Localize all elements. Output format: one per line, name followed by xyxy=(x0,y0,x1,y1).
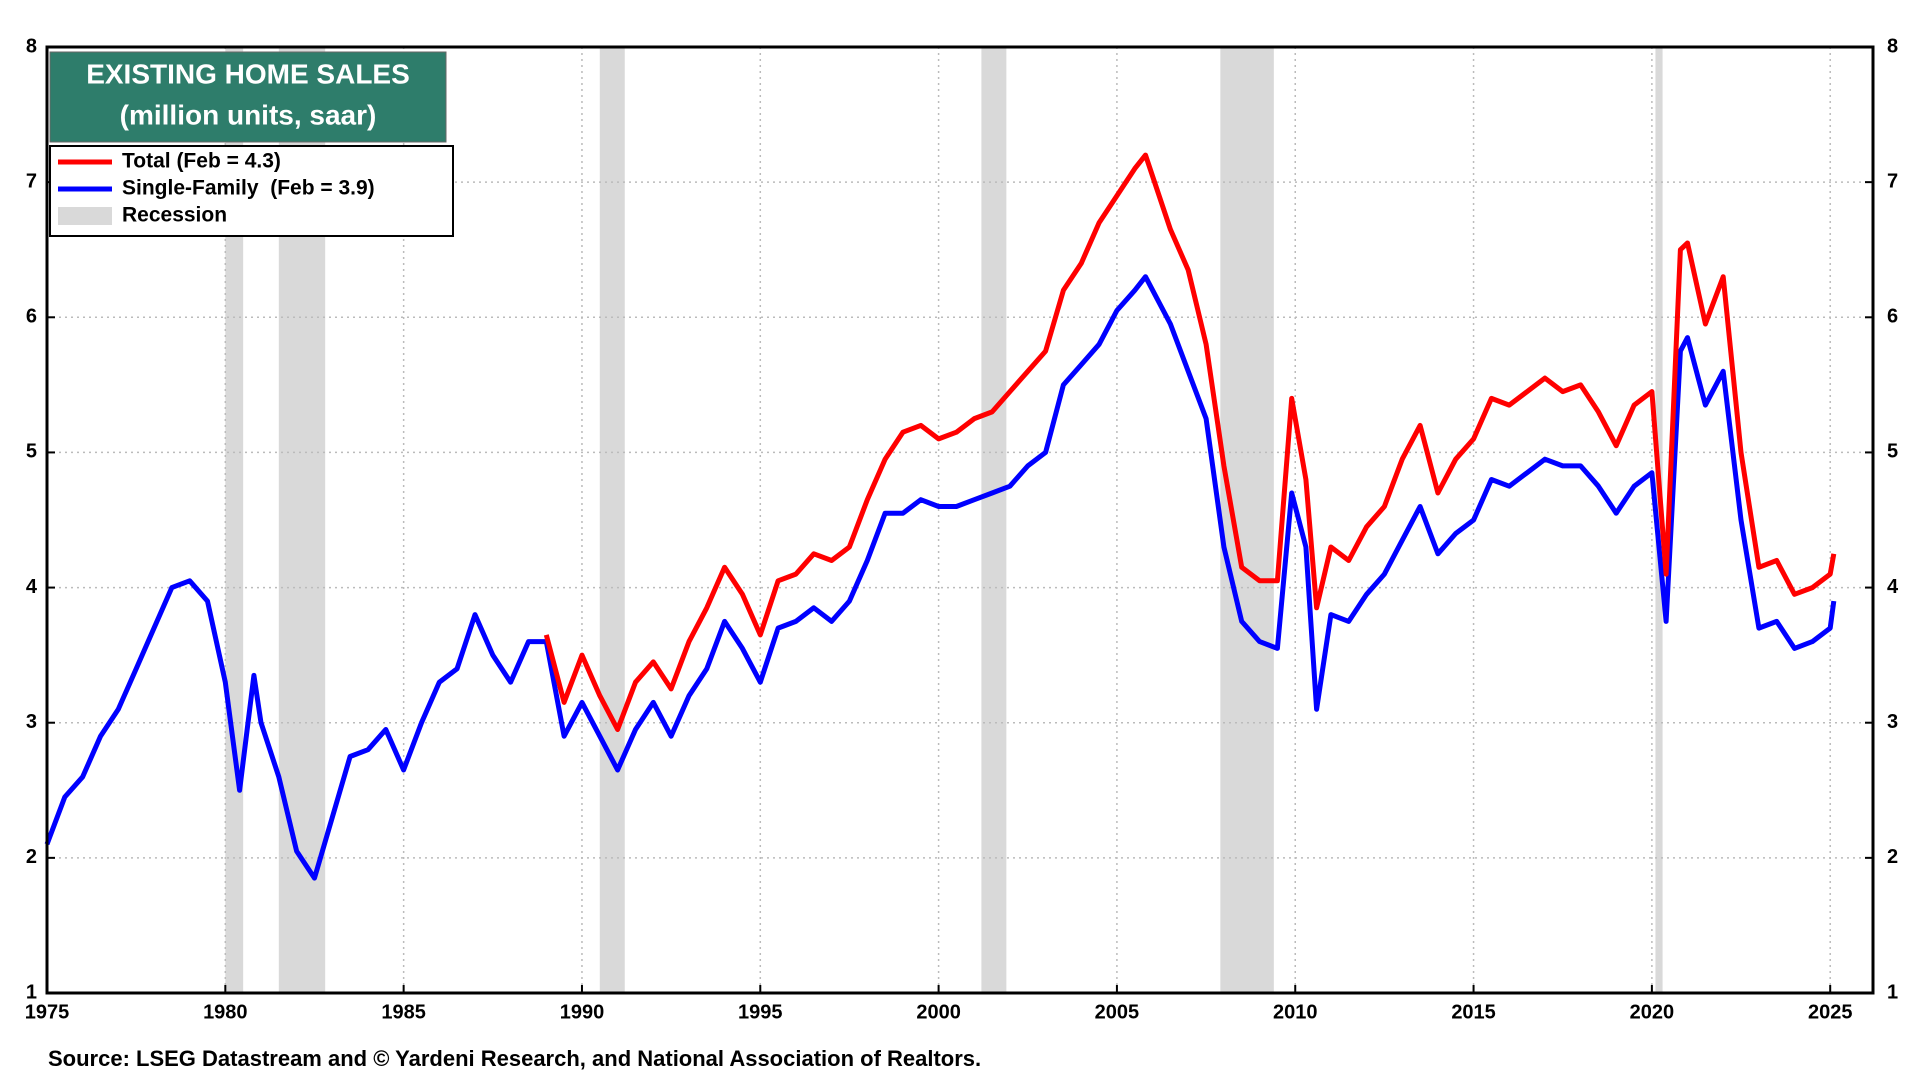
y2-tick-label: 8 xyxy=(1887,35,1898,57)
y-tick-label: 3 xyxy=(26,711,37,733)
y2-tick-label: 7 xyxy=(1887,170,1898,192)
plot-frame xyxy=(45,45,1875,995)
recession-band xyxy=(1220,47,1274,993)
legend-label: Single-Family (Feb = 3.9) xyxy=(122,177,375,200)
title-box xyxy=(49,51,447,143)
x-tick-label: 2005 xyxy=(1095,1001,1140,1023)
legend: Total (Feb = 4.3) Single-Family (Feb = 3.… xyxy=(49,145,454,237)
legend-label: Total (Feb = 4.3) xyxy=(122,150,281,173)
y-tick-label: 5 xyxy=(26,441,37,463)
y2-tick-label: 3 xyxy=(1887,711,1898,733)
x-tick-label: 1995 xyxy=(738,1001,783,1023)
recession-band xyxy=(225,47,244,993)
x-tick-label: 1980 xyxy=(203,1001,248,1023)
y-tick-label: 7 xyxy=(26,170,37,192)
y-tick-label: 6 xyxy=(26,306,37,328)
y2-tick-label: 6 xyxy=(1887,306,1898,328)
y-tick-label: 1 xyxy=(26,981,37,1003)
x-tick-label: 2010 xyxy=(1273,1001,1318,1023)
chart-title: EXISTING HOME SALES xyxy=(86,58,410,89)
y2-tick-label: 5 xyxy=(1887,441,1898,463)
recession-band xyxy=(1655,47,1663,993)
y-tick-label: 8 xyxy=(26,35,37,57)
x-tick-label: 1985 xyxy=(381,1001,426,1023)
y-tick-label: 4 xyxy=(26,576,38,598)
x-tick-label: 2020 xyxy=(1630,1001,1675,1023)
chart-subtitle: (million units, saar) xyxy=(120,99,377,130)
legend-box xyxy=(49,145,454,237)
series-line xyxy=(44,274,1837,881)
plot-layer: 1 1 2 2 3 3 4 4 5 5 6 6 7 7 8 8 1975 1980 1985 1990 1995 2000… xyxy=(25,35,1899,1023)
x-tick-label: 2015 xyxy=(1451,1001,1496,1023)
y-tick-label: 2 xyxy=(26,846,37,868)
x-tick-label: 1975 xyxy=(25,1001,70,1023)
source-note: Source: LSEG Datastream and © Yardeni Re… xyxy=(48,1046,981,1071)
legend-swatch xyxy=(58,207,112,225)
x-tick-label: 2025 xyxy=(1808,1001,1853,1023)
x-tick-label: 2000 xyxy=(916,1001,961,1023)
y2-tick-label: 1 xyxy=(1887,981,1898,1003)
recession-band xyxy=(599,47,625,993)
legend-label: Recession xyxy=(122,204,227,227)
series-line xyxy=(543,152,1837,732)
x-tick-label: 1990 xyxy=(560,1001,605,1023)
y2-tick-label: 2 xyxy=(1887,846,1898,868)
y2-tick-label: 4 xyxy=(1887,576,1899,598)
recession-band xyxy=(981,47,1007,993)
